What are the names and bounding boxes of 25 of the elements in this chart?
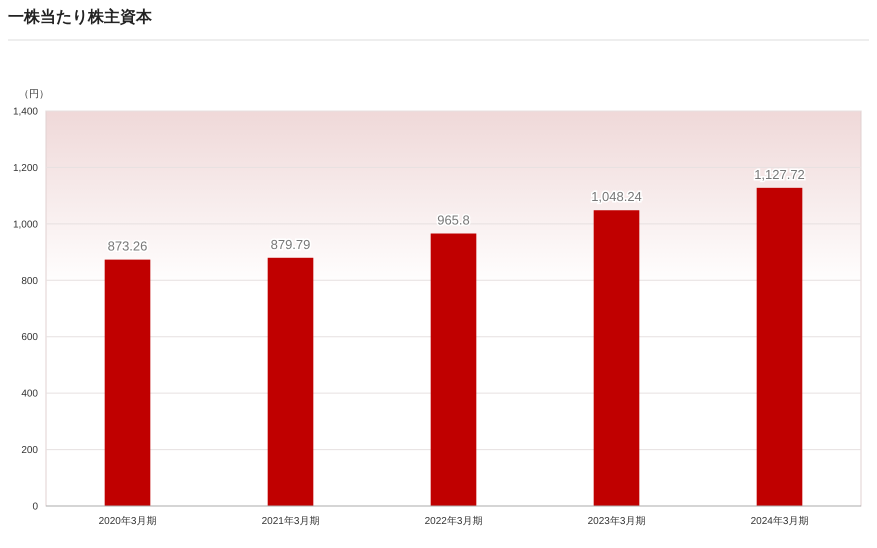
x-tick-label: 2022年3月期 [424, 515, 482, 527]
y-tick-label: 800 [21, 276, 38, 287]
y-tick-label: 200 [21, 445, 38, 456]
x-tick-label: 2024年3月期 [750, 515, 808, 527]
y-tick-label: 1,400 [12, 106, 38, 118]
data-label: 879.79 [270, 236, 310, 252]
bar [756, 188, 802, 506]
data-label: 1,127.72 [754, 166, 805, 182]
y-tick-label: 0 [32, 502, 38, 512]
x-tick-label: 2023年3月期 [588, 515, 646, 527]
y-tick-label: 1,200 [12, 162, 38, 174]
bar [594, 210, 640, 506]
y-axis-title: （円） [19, 89, 49, 100]
y-tick-label: 600 [21, 332, 38, 344]
chart-title: 一株当たり株主資本 [8, 7, 153, 26]
bar [430, 234, 476, 506]
x-tick-label: 2020年3月期 [98, 515, 156, 527]
y-tick-label: 1,000 [12, 219, 38, 230]
x-tick-label: 2021年3月期 [262, 515, 320, 527]
data-label: 873.26 [108, 238, 148, 254]
data-label: 965.8 [437, 212, 470, 228]
data-label: 1,048.24 [591, 189, 642, 204]
y-tick-label: 400 [21, 388, 38, 400]
bar [268, 258, 314, 506]
bar [104, 260, 150, 506]
